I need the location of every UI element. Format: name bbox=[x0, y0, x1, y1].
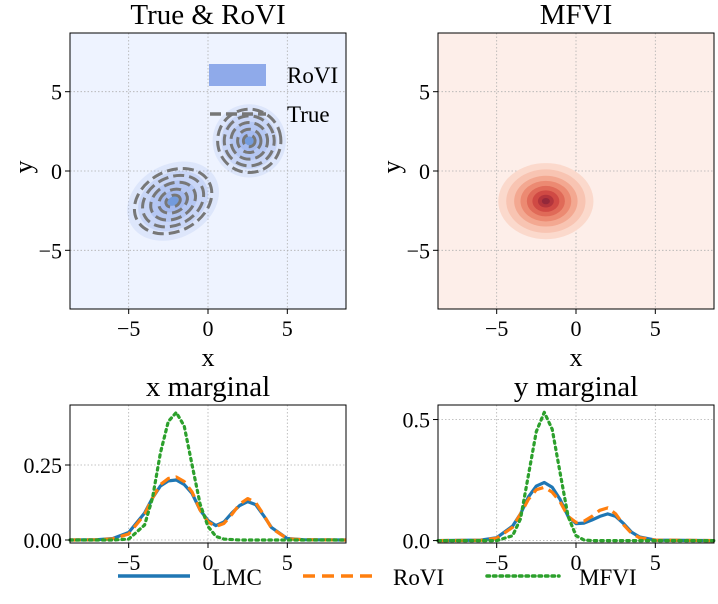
y-tick-label: 5 bbox=[51, 80, 62, 105]
legend-panel: RoVI True bbox=[209, 63, 338, 127]
x-tick-label: 0 bbox=[571, 550, 582, 575]
x-tick-label: −5 bbox=[117, 550, 140, 575]
x-tick-label: −5 bbox=[485, 550, 508, 575]
legend-label-rovi: RoVI bbox=[287, 63, 338, 88]
x-tick-label: 0 bbox=[203, 316, 214, 341]
chart-title: MFVI bbox=[540, 0, 613, 31]
true-contour bbox=[141, 173, 206, 229]
true-contour bbox=[222, 114, 276, 168]
legend-label-rovi: RoVI bbox=[393, 565, 444, 590]
x-tick-label: 0 bbox=[203, 550, 214, 575]
y-tick-label: 5 bbox=[419, 80, 430, 105]
legend-label-lmc: LMC bbox=[212, 565, 262, 590]
x-tick-label: 5 bbox=[650, 550, 661, 575]
x-tick-label: 0 bbox=[571, 316, 582, 341]
mfvi-contour bbox=[541, 197, 550, 205]
y-tick-label: 0 bbox=[51, 159, 62, 184]
true-contour bbox=[241, 133, 257, 149]
chart-0: RoVI True −5 0 5 −5 0 5 True & RoVI x y bbox=[9, 0, 347, 372]
series-line-rovi bbox=[437, 485, 715, 543]
y-tick-label: 0.0 bbox=[403, 529, 431, 554]
series-line-mfvi bbox=[436, 410, 716, 543]
chart-3: −5 0 5 0.0 0.5 y marginal bbox=[403, 371, 716, 575]
true-contour bbox=[157, 187, 189, 215]
rovi-core bbox=[244, 136, 254, 146]
chart-title: True & RoVI bbox=[130, 0, 285, 31]
y-tick-label: 0.25 bbox=[24, 453, 63, 478]
legend-label-mfvi: MFVI bbox=[579, 565, 637, 590]
series-line-mfvi bbox=[68, 410, 348, 542]
y-tick-label: 0 bbox=[419, 159, 430, 184]
x-axis-label: x bbox=[570, 343, 583, 372]
y-axis-label: y bbox=[9, 161, 38, 174]
true-contour bbox=[132, 166, 214, 236]
x-tick-label: 5 bbox=[282, 316, 293, 341]
y-tick-label: 0.00 bbox=[24, 528, 63, 553]
y-tick-label: −5 bbox=[39, 238, 62, 263]
true-contour bbox=[216, 107, 283, 175]
chart-1: −5 0 5 −5 0 5 MFVI x y bbox=[377, 0, 715, 372]
y-tick-label: −5 bbox=[407, 238, 430, 263]
true-contour bbox=[236, 127, 263, 155]
true-contour bbox=[229, 121, 270, 161]
x-tick-label: −5 bbox=[117, 316, 140, 341]
y-axis-label: y bbox=[377, 161, 406, 174]
y-tick-label: 0.5 bbox=[403, 408, 431, 433]
rovi-core bbox=[167, 196, 179, 206]
true-contour bbox=[164, 193, 182, 209]
x-tick-label: 5 bbox=[650, 316, 661, 341]
chart-title: x marginal bbox=[146, 371, 270, 403]
legend-bottom: LMC RoVI MFVI bbox=[118, 565, 637, 590]
true-contour bbox=[149, 180, 198, 222]
legend-swatch-rovi bbox=[209, 64, 266, 86]
chart-2: −5 0 5 0.00 0.25 x marginal bbox=[24, 371, 348, 575]
chart-title: y marginal bbox=[514, 371, 638, 403]
x-axis-label: x bbox=[202, 343, 215, 372]
x-tick-label: 5 bbox=[282, 550, 293, 575]
x-tick-label: −5 bbox=[485, 316, 508, 341]
legend-label-true: True bbox=[287, 102, 330, 127]
